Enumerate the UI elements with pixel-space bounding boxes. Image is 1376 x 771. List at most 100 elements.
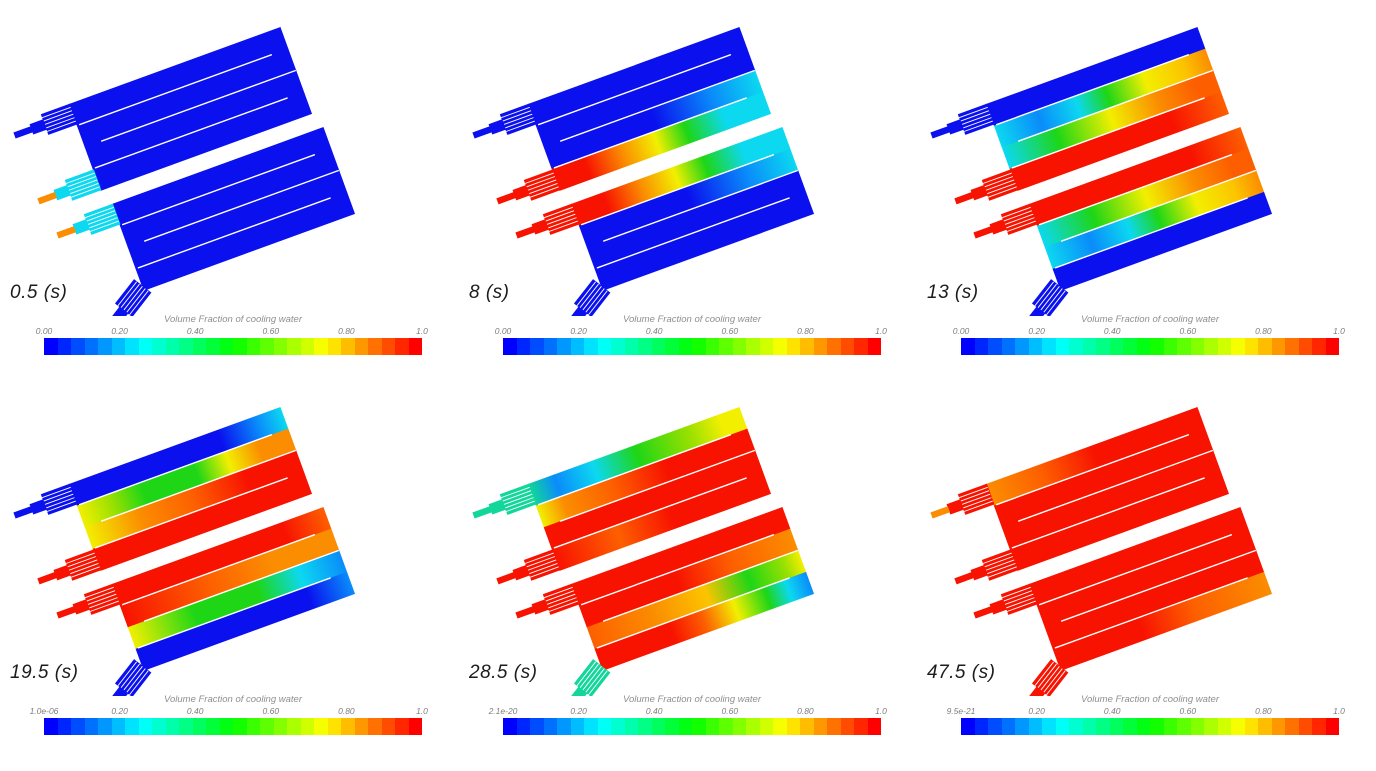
channel-fill xyxy=(92,91,313,191)
colorbar-cell xyxy=(273,338,287,355)
colorbar-cell xyxy=(678,718,692,735)
colorbar-cell xyxy=(314,718,328,735)
colorbar-cell xyxy=(786,338,800,355)
colorbar-cell xyxy=(71,718,85,735)
time-label: 28.5 (s) xyxy=(469,662,538,683)
outlet-manifold xyxy=(472,103,537,139)
colorbar-cell xyxy=(44,718,58,735)
channel-divider-line xyxy=(553,477,747,549)
colorbar-cell xyxy=(1136,718,1150,735)
channel-divider-line xyxy=(995,54,1190,126)
channel-divider-line xyxy=(1060,169,1256,242)
time-label: 0.5 (s) xyxy=(10,282,68,303)
channel-fill xyxy=(119,148,340,248)
inlet-manifold xyxy=(954,169,1019,205)
colorbar-cell xyxy=(1096,338,1110,355)
channel-fill xyxy=(1044,170,1265,270)
colorbar-cell xyxy=(867,718,881,735)
colorbar-tick-row: 0.00 0.20 0.40 0.60 0.80 1.0 xyxy=(953,326,1345,337)
colorbar-tick: 2.1e-20 xyxy=(488,706,518,716)
colorbar: Volume Fraction of cooling water 0.00 0.20… xyxy=(36,314,428,355)
channel-fill xyxy=(586,170,807,270)
colorbar-cell xyxy=(678,338,692,355)
channel-divider-line xyxy=(121,534,316,606)
colorbar-cell xyxy=(624,338,638,355)
colorbar-tick: 0.20 xyxy=(570,706,587,716)
colorbar-tick: 0.40 xyxy=(186,706,204,716)
colorbar-cell xyxy=(584,338,598,355)
colorbar-cell xyxy=(746,718,760,735)
colorbar-cell xyxy=(98,718,112,735)
colorbar-cell xyxy=(800,718,814,735)
colorbar-tick: 1.0 xyxy=(1333,326,1345,336)
colorbar-cell xyxy=(1298,718,1312,735)
colorbar-cell xyxy=(233,718,247,735)
channel-fill xyxy=(1036,528,1257,628)
channel-divider-line xyxy=(94,477,288,549)
channel-fill xyxy=(578,528,799,628)
colorbar-cell xyxy=(206,718,220,735)
colorbar-cell xyxy=(57,338,71,355)
colorbar-cell xyxy=(125,338,139,355)
simulation-panel: 28.5 (s) Volume Fraction of cooling water… xyxy=(461,386,917,764)
colorbar-cell xyxy=(138,718,152,735)
simulation-panel: 47.5 (s) Volume Fraction of cooling water… xyxy=(919,386,1375,764)
outlet-manifold xyxy=(1027,659,1069,696)
colorbar-cell xyxy=(516,338,530,355)
colorbar-tick: 0.40 xyxy=(645,706,663,716)
channel-divider-line xyxy=(1054,197,1248,269)
simulation-panel: 19.5 (s) Volume Fraction of cooling water… xyxy=(2,386,458,764)
channel-fill xyxy=(571,127,791,226)
colorbar-cell xyxy=(1285,718,1299,735)
colorbar-cell xyxy=(408,718,422,735)
colorbar-cell xyxy=(192,338,206,355)
colorbar-cell xyxy=(1109,718,1123,735)
colorbar-cell xyxy=(1231,718,1245,735)
colorbar-tick: 0.80 xyxy=(1255,326,1272,336)
colorbar-tick: 0.80 xyxy=(797,706,814,716)
colorbar-cell xyxy=(1028,338,1042,355)
channel-fill xyxy=(528,407,748,506)
colorbar-cell xyxy=(341,338,355,355)
colorbar-cell xyxy=(732,718,746,735)
colorbar-tick: 1.0e-06 xyxy=(29,706,59,716)
colorbar-tick: 0.20 xyxy=(1028,326,1045,336)
colorbar-gradient-bar xyxy=(961,718,1339,735)
colorbar-cell xyxy=(111,338,125,355)
colorbar-cell xyxy=(719,718,733,735)
colorbar-cell xyxy=(1163,338,1177,355)
inlet-manifold xyxy=(515,583,580,619)
colorbar-cell xyxy=(692,718,706,735)
colorbar-cell xyxy=(1271,718,1285,735)
contour-plot xyxy=(930,407,1273,696)
colorbar-tick-row: 0.00 0.20 0.40 0.60 0.80 1.0 xyxy=(495,326,887,337)
contour-plot xyxy=(13,27,356,316)
colorbar-cell xyxy=(1150,338,1164,355)
colorbar-cell xyxy=(1055,718,1069,735)
colorbar-cell xyxy=(854,338,868,355)
outlet-manifold xyxy=(110,279,152,316)
colorbar-cell xyxy=(1271,338,1285,355)
channel-fill xyxy=(586,550,807,650)
colorbar-cell xyxy=(260,338,274,355)
channel-fill xyxy=(1009,471,1230,571)
colorbar-cell xyxy=(530,718,544,735)
colorbar-cell xyxy=(557,338,571,355)
colorbar-cell xyxy=(1069,718,1083,735)
inlet-manifold xyxy=(56,203,121,239)
colorbar-cell xyxy=(1312,718,1326,735)
colorbar-cell xyxy=(206,338,220,355)
channel-fill xyxy=(135,191,356,291)
colorbar-cell xyxy=(503,718,517,735)
channel-fill xyxy=(986,27,1206,126)
channel-divider-line xyxy=(1017,449,1213,522)
outlet-manifold xyxy=(930,483,995,519)
channel-divider-line xyxy=(1011,97,1205,169)
channel-fill xyxy=(119,528,340,628)
colorbar-title: Volume Fraction of cooling water xyxy=(623,694,761,705)
colorbar-cell xyxy=(1042,338,1056,355)
colorbar-cell xyxy=(1312,338,1326,355)
colorbar-cell xyxy=(84,338,98,355)
channel-divider-line xyxy=(121,154,316,226)
